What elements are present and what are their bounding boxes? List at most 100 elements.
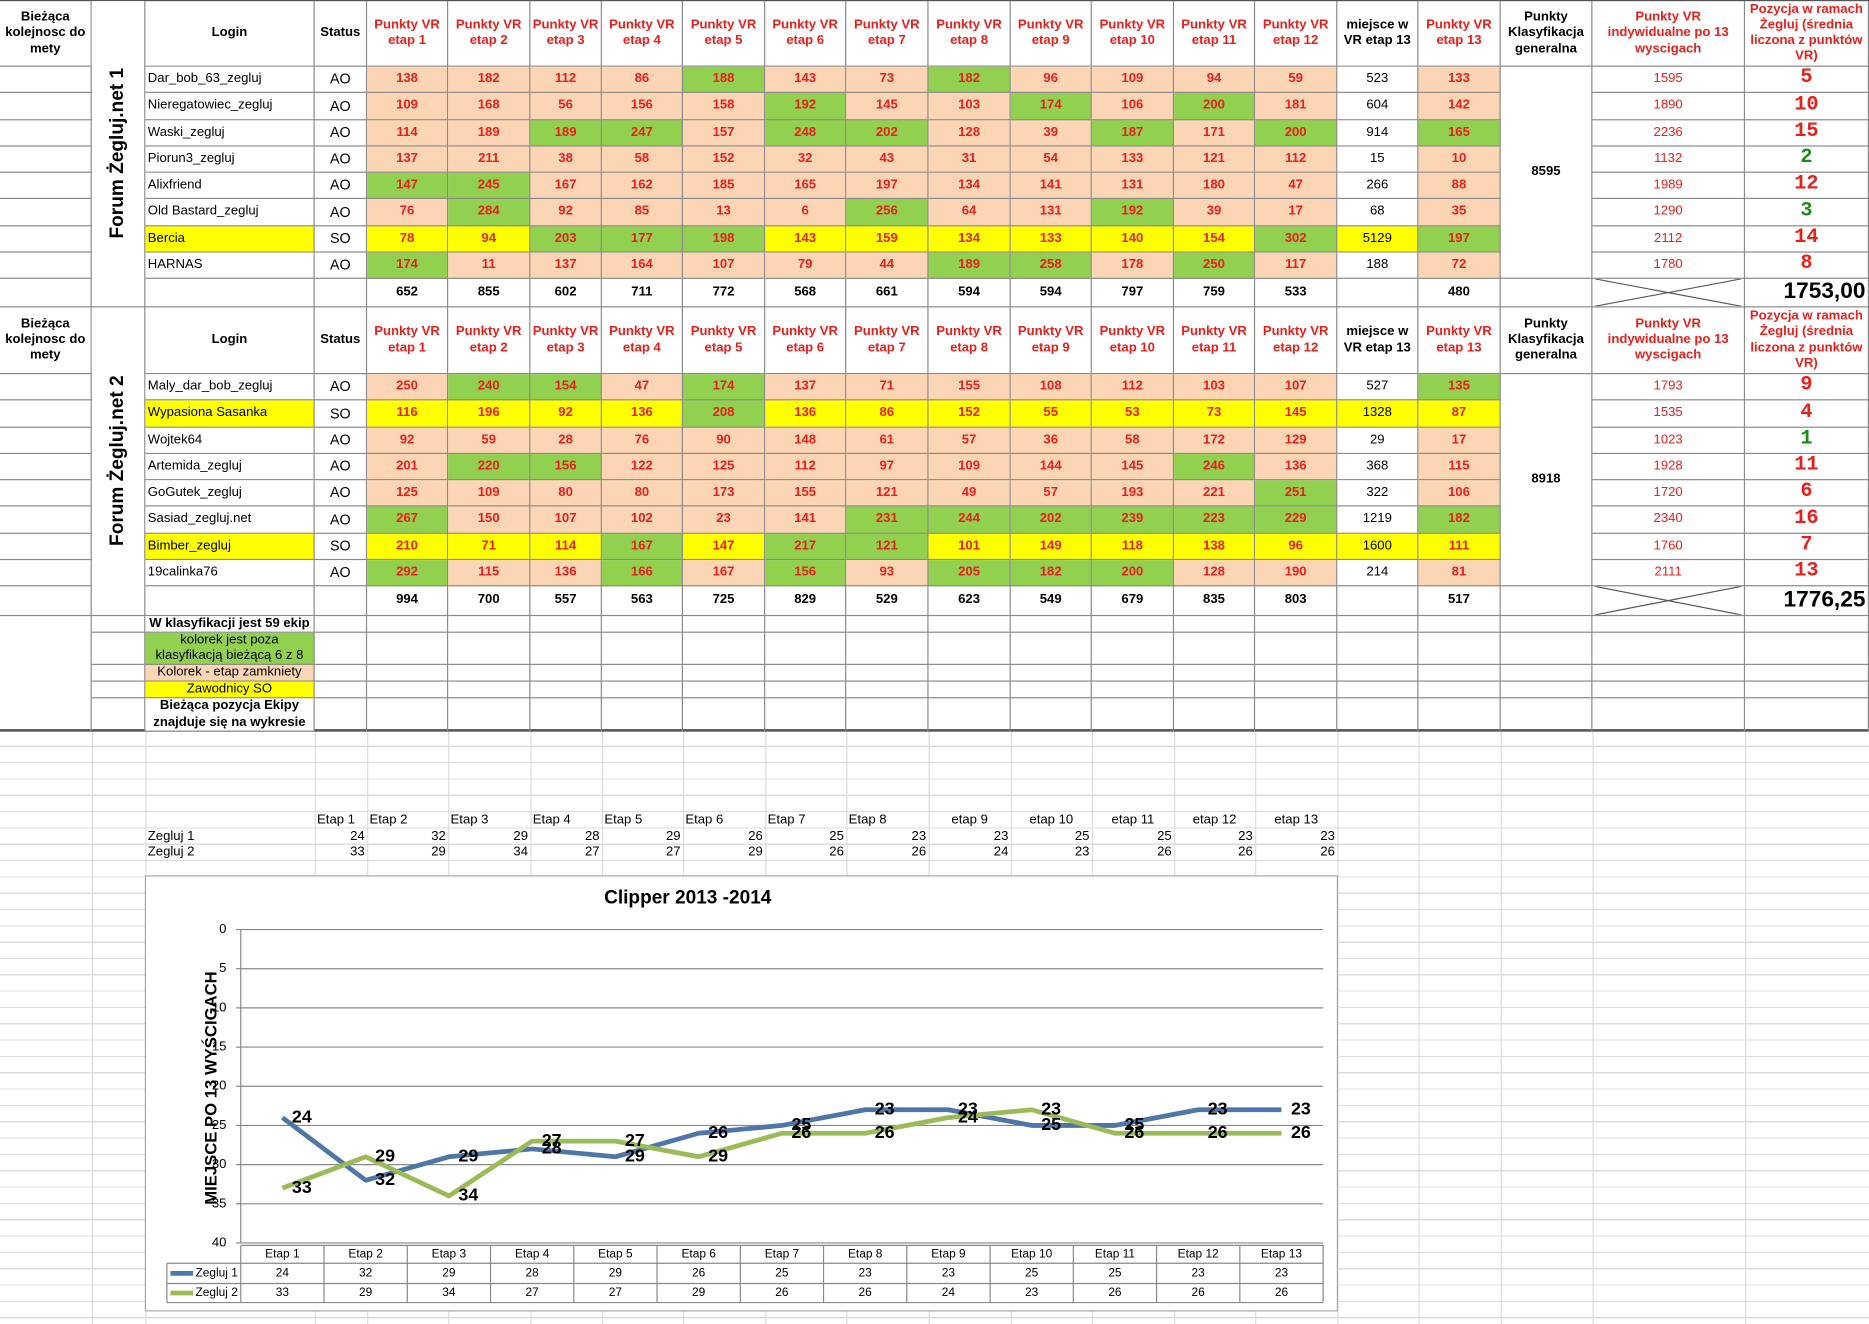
stage-header: Etap 2 [369,812,408,828]
column-header: Punkty VR etap 3 [530,1,602,67]
team-average: 1753,00 [1745,278,1869,308]
empty-cell [1745,632,1869,665]
stage-points: 182 [1010,559,1092,587]
stage-points: 58 [601,146,683,173]
login: Bimber_zegluj [145,533,315,560]
empty-cell [448,681,531,699]
stage-total: 829 [765,586,847,617]
empty-cell [91,681,146,699]
team-position: 13 [1745,559,1869,587]
empty-cell [1418,698,1501,732]
stage-points: 115 [448,559,531,587]
stage-points: 198 [682,225,766,253]
column-header: Punkty VR etap 9 [1010,1,1092,67]
login: Nieregatowiec_zegluj [145,93,315,120]
stage-points: 103 [1174,374,1256,401]
stage-points: 240 [448,374,531,401]
stage-points: 125 [682,453,766,481]
status: AO [314,172,368,200]
stage-points: 190 [1255,559,1338,587]
stage-place: 24 [350,828,365,844]
stage-points: 205 [928,559,1011,587]
stage-points: 58 [1091,427,1175,454]
empty-cell [1174,632,1256,665]
stage-points: 200 [1091,559,1175,587]
empty-cell [928,681,1011,699]
stage-points: 202 [1010,506,1092,534]
stage-points: 188 [682,66,766,94]
empty-cell [448,632,531,665]
stage-points: 96 [1010,66,1092,94]
stage-total: 594 [928,278,1011,308]
status: AO [314,427,368,454]
empty-cell [1592,632,1746,665]
empty-cell [0,199,92,226]
stage-points: 23 [682,506,766,534]
stage-total: 623 [928,586,1011,617]
stage-points: 302 [1255,225,1338,253]
column-header: Bieżąca kolejnosc do mety [0,307,92,375]
stage-total: 803 [1255,586,1338,617]
empty-cell [91,664,146,682]
login: GoGutek_zegluj [145,480,315,507]
empty-cell [0,66,92,94]
crossed-cell [1592,278,1746,308]
empty-cell [1091,664,1175,682]
stage-points: 39 [1010,119,1092,147]
stage-points: 156 [530,453,602,481]
stage-points: 251 [1255,480,1338,507]
stage-place: 26 [748,828,763,844]
stage-points: 210 [367,533,449,560]
column-header: Status [314,1,368,67]
column-header: Punkty VR etap 11 [1174,307,1256,375]
column-header: Login [145,1,315,67]
place-13: 188 [1337,252,1419,279]
stage-points: 115 [1418,453,1501,481]
stage-points: 284 [448,199,531,226]
column-header: Punkty VR indywidualne po 13 wyscigach [1592,1,1746,67]
stage-points: 107 [682,252,766,279]
sheet-column-line [1337,730,1339,1324]
stage-points: 173 [682,480,766,507]
stage-place: 23 [1320,828,1335,844]
empty-cell [1255,698,1338,732]
stage-points: 189 [530,119,602,147]
individual-points: 1890 [1592,93,1746,120]
empty-cell [682,616,766,633]
status: AO [314,199,368,226]
stage-points: 121 [1174,146,1256,173]
empty-cell [145,278,315,308]
stage-header: Etap 7 [767,812,806,828]
stage-points: 223 [1174,506,1256,534]
stage-points: 167 [682,559,766,587]
stage-points: 94 [1174,66,1256,94]
stage-points: 220 [448,453,531,481]
empty-cell [314,698,368,732]
team-position: 11 [1745,453,1869,481]
stage-points: 189 [928,252,1011,279]
stage-points: 141 [1010,172,1092,200]
empty-cell [1010,632,1092,665]
stage-points: 192 [1091,199,1175,226]
legend-item: Kolorek - etap zamkniety [145,664,315,682]
stage-header: Etap 3 [450,812,489,828]
stage-points: 149 [1010,533,1092,560]
column-header: Punkty VR etap 7 [846,1,929,67]
stage-points: 154 [1174,225,1256,253]
team-name: Forum Żegluj.net 2 [91,307,146,617]
general-points: 8595 [1500,66,1593,279]
general-points: 8918 [1500,374,1593,587]
stage-place: 25 [829,828,844,844]
stage-header: Etap 5 [604,812,643,828]
stage-place: 29 [666,828,681,844]
empty-cell [1255,681,1338,699]
column-header: Punkty VR etap 8 [928,1,1011,67]
column-header: Punkty VR etap 7 [846,307,929,375]
stage-points: 211 [448,146,531,173]
empty-cell [1745,681,1869,699]
individual-points: 1928 [1592,453,1746,481]
stage-total: 529 [846,586,929,617]
stage-points: 54 [1010,146,1092,173]
stage-points: 159 [846,225,929,253]
